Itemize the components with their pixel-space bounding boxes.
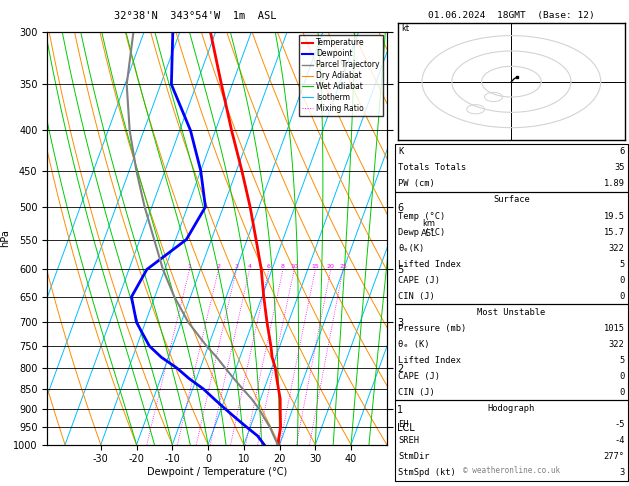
Text: © weatheronline.co.uk: © weatheronline.co.uk [463, 466, 560, 475]
Text: Hodograph: Hodograph [487, 404, 535, 413]
Text: Pressure (mb): Pressure (mb) [398, 324, 467, 333]
Text: CIN (J): CIN (J) [398, 292, 435, 301]
Text: CAPE (J): CAPE (J) [398, 276, 440, 285]
Text: 5: 5 [620, 260, 625, 269]
Text: Totals Totals: Totals Totals [398, 163, 467, 173]
Text: 20: 20 [327, 264, 335, 269]
Text: 25: 25 [339, 264, 347, 269]
Text: CIN (J): CIN (J) [398, 388, 435, 397]
Text: Temp (°C): Temp (°C) [398, 211, 445, 221]
Text: kt: kt [401, 24, 409, 33]
Text: 2: 2 [216, 264, 221, 269]
Text: -4: -4 [614, 436, 625, 445]
Text: -5: -5 [614, 420, 625, 429]
Text: 3: 3 [620, 468, 625, 477]
Text: 1: 1 [187, 264, 191, 269]
Text: θₑ (K): θₑ (K) [398, 340, 430, 349]
Text: EH: EH [398, 420, 409, 429]
Text: 1.89: 1.89 [604, 179, 625, 189]
Text: 5: 5 [620, 356, 625, 365]
Text: 10: 10 [291, 264, 298, 269]
Text: 322: 322 [609, 340, 625, 349]
Text: 0: 0 [620, 276, 625, 285]
Text: K: K [398, 147, 403, 156]
Text: Lifted Index: Lifted Index [398, 356, 461, 365]
Text: 3: 3 [235, 264, 238, 269]
Text: 1015: 1015 [604, 324, 625, 333]
Text: 32°38'N  343°54'W  1m  ASL: 32°38'N 343°54'W 1m ASL [114, 11, 276, 20]
Text: CAPE (J): CAPE (J) [398, 372, 440, 381]
Text: 15.7: 15.7 [604, 227, 625, 237]
Text: 6: 6 [620, 147, 625, 156]
Text: Lifted Index: Lifted Index [398, 260, 461, 269]
Text: 0: 0 [620, 388, 625, 397]
X-axis label: Dewpoint / Temperature (°C): Dewpoint / Temperature (°C) [147, 467, 287, 477]
Text: 322: 322 [609, 243, 625, 253]
Text: θₑ(K): θₑ(K) [398, 243, 425, 253]
Y-axis label: km
ASL: km ASL [421, 219, 437, 238]
Legend: Temperature, Dewpoint, Parcel Trajectory, Dry Adiabat, Wet Adiabat, Isotherm, Mi: Temperature, Dewpoint, Parcel Trajectory… [299, 35, 383, 116]
Text: 0: 0 [620, 292, 625, 301]
Text: SREH: SREH [398, 436, 419, 445]
Text: 277°: 277° [604, 452, 625, 461]
Text: Dewp (°C): Dewp (°C) [398, 227, 445, 237]
Text: 35: 35 [614, 163, 625, 173]
Text: 6: 6 [267, 264, 270, 269]
Text: 15: 15 [311, 264, 319, 269]
Text: 4: 4 [248, 264, 252, 269]
Text: 19.5: 19.5 [604, 211, 625, 221]
Text: 0: 0 [620, 372, 625, 381]
Text: Most Unstable: Most Unstable [477, 308, 545, 317]
Text: 8: 8 [281, 264, 285, 269]
Text: Surface: Surface [493, 195, 530, 205]
Y-axis label: hPa: hPa [0, 229, 10, 247]
Text: StmDir: StmDir [398, 452, 430, 461]
Text: StmSpd (kt): StmSpd (kt) [398, 468, 456, 477]
Text: PW (cm): PW (cm) [398, 179, 435, 189]
Text: 01.06.2024  18GMT  (Base: 12): 01.06.2024 18GMT (Base: 12) [428, 11, 595, 20]
